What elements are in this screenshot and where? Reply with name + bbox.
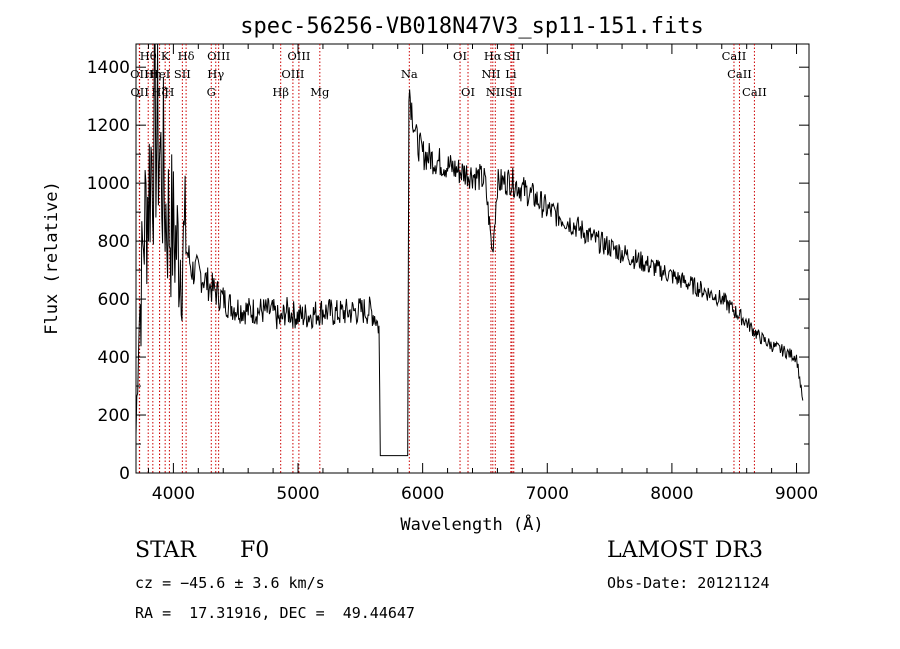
line-label-CaII-c: CaII (742, 85, 767, 99)
line-label-CaII-b: CaII (727, 67, 752, 81)
y-tick-label: 400 (98, 348, 130, 368)
x-axis-ticks: 4000 5000 6000 7000 8000 9000 (147, 44, 818, 504)
line-label-Halpha: Hα (484, 49, 502, 63)
line-label-Hgamma: Hγ (207, 67, 224, 81)
line-label-Hbeta: Hβ (272, 85, 289, 99)
obs-date-text: Obs-Date: 20121124 (607, 574, 770, 592)
line-label-K: K (161, 49, 170, 63)
line-label-NII-a: NII (481, 67, 500, 81)
line-label-OIII-c: OIII (281, 67, 304, 81)
line-label-SII-c: SII (505, 85, 522, 99)
line-label-Na: Na (401, 67, 418, 81)
line-label-OII-a: OII (130, 67, 149, 81)
line-label-Li: Li (505, 67, 517, 81)
y-tick-label: 1000 (87, 174, 130, 194)
survey-name: LAMOST DR3 (607, 538, 763, 563)
y-axis-label: Flux (relative) (42, 181, 62, 335)
redshift-text: cz = −45.6 ± 3.6 km/s (135, 574, 325, 592)
coordinates-text: RA = 17.31916, DEC = 49.44647 (135, 604, 415, 622)
y-tick-label: 600 (98, 290, 130, 310)
line-label-Mg: Mg (310, 85, 330, 99)
line-label-OIII-b: OIII (287, 49, 310, 63)
line-label-SII-a: SII (504, 49, 521, 63)
x-tick-label: 6000 (401, 484, 444, 504)
chart-title: spec-56256-VB018N47V3_sp11-151.fits (240, 14, 704, 39)
x-tick-label: 4000 (152, 484, 195, 504)
y-axis-ticks: 0 200 400 600 800 1000 1200 1400 (87, 58, 809, 484)
line-label-SII-b: SII (174, 67, 191, 81)
line-label-G: G (207, 85, 216, 99)
line-label-OIII-a: OIII (207, 49, 230, 63)
spectral-line-markers (138, 44, 755, 473)
line-label-Hdelta: Hδ (178, 49, 195, 63)
y-tick-label: 1200 (87, 116, 130, 136)
x-tick-label: 5000 (276, 484, 319, 504)
x-tick-label: 9000 (775, 484, 818, 504)
spectral-subclass: F0 (240, 538, 270, 563)
y-tick-label: 800 (98, 232, 130, 252)
line-label-HeI: HeI (149, 67, 170, 81)
object-class: STAR (135, 538, 196, 563)
x-axis-label: Wavelength (Å) (400, 513, 543, 535)
plot-frame (135, 43, 810, 474)
line-label-OII-b: OII (130, 85, 149, 99)
y-tick-label: 1400 (87, 58, 130, 78)
line-label-H: H (164, 85, 174, 99)
x-tick-label: 7000 (526, 484, 569, 504)
y-tick-label: 0 (119, 464, 130, 484)
line-label-CaII-a: CaII (722, 49, 747, 63)
flux-series-line (135, 43, 804, 457)
line-label-Htheta: Hθ (140, 49, 157, 63)
y-tick-label: 200 (98, 406, 130, 426)
x-tick-label: 8000 (650, 484, 693, 504)
line-label-OI-a: OI (453, 49, 467, 63)
line-label-NII-b: NII (486, 85, 505, 99)
line-label-OI-b: OI (461, 85, 475, 99)
